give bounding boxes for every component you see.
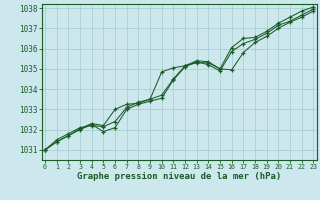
X-axis label: Graphe pression niveau de la mer (hPa): Graphe pression niveau de la mer (hPa) (77, 172, 281, 181)
